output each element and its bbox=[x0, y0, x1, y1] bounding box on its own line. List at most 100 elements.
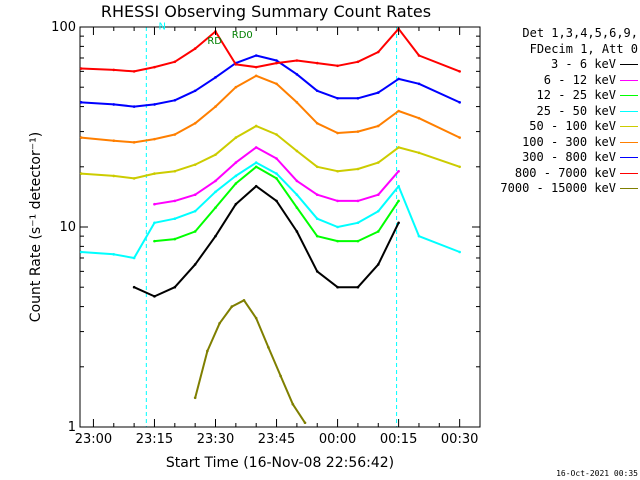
data-point bbox=[173, 99, 177, 102]
footer-timestamp: 16-Oct-2021 00:35 bbox=[556, 469, 638, 478]
legend-entry-label: 3 - 6 keV bbox=[550, 57, 616, 71]
legend-entry-label: 25 - 50 keV bbox=[536, 103, 616, 118]
legend-entry: 25 - 50 keV bbox=[480, 104, 638, 120]
data-point bbox=[254, 316, 258, 320]
x-tick-label: 23:15 bbox=[136, 432, 173, 447]
data-point bbox=[315, 217, 319, 221]
data-point bbox=[356, 239, 360, 243]
data-point bbox=[397, 109, 400, 113]
data-point bbox=[79, 67, 83, 70]
legend-entry-label: 100 - 300 keV bbox=[522, 134, 616, 149]
data-point bbox=[295, 101, 299, 104]
data-point bbox=[356, 167, 360, 171]
data-point bbox=[132, 177, 136, 180]
data-point bbox=[315, 89, 319, 93]
data-point bbox=[417, 234, 421, 238]
data-point bbox=[254, 54, 258, 57]
legend-swatch bbox=[620, 64, 638, 66]
legend-swatch bbox=[620, 141, 638, 143]
data-point bbox=[336, 199, 339, 203]
legend-header-line: FDecim 1, Att 0 bbox=[529, 41, 638, 56]
data-point bbox=[234, 161, 238, 164]
data-point bbox=[234, 63, 238, 66]
legend-header-line: Det 1,3,4,5,6,9, bbox=[522, 26, 638, 40]
data-point bbox=[417, 54, 421, 57]
data-point bbox=[356, 97, 360, 100]
data-point bbox=[295, 59, 299, 62]
legend-swatch bbox=[620, 126, 638, 128]
data-point bbox=[275, 157, 278, 160]
y-axis: 1 10 100 bbox=[51, 20, 480, 435]
series-line bbox=[154, 146, 400, 206]
data-point bbox=[234, 136, 238, 139]
legend-swatch bbox=[620, 188, 638, 190]
data-point bbox=[234, 85, 238, 89]
data-point bbox=[132, 285, 136, 289]
data-point bbox=[206, 349, 209, 353]
data-point bbox=[153, 65, 156, 69]
data-point bbox=[295, 73, 299, 76]
x-tick-label: 23:00 bbox=[75, 432, 112, 447]
data-point bbox=[173, 237, 177, 241]
data-point bbox=[153, 137, 156, 141]
annotation-label: RD0 bbox=[232, 30, 253, 41]
data-point bbox=[173, 133, 177, 136]
data-point bbox=[303, 421, 307, 425]
data-point bbox=[376, 50, 380, 54]
data-point bbox=[397, 77, 400, 81]
data-point bbox=[417, 82, 421, 86]
data-point bbox=[234, 202, 238, 206]
data-point bbox=[254, 165, 258, 169]
data-point bbox=[295, 149, 299, 153]
data-point bbox=[356, 285, 360, 289]
data-point bbox=[254, 184, 258, 188]
series-line bbox=[81, 27, 461, 73]
data-point bbox=[153, 103, 156, 106]
series-layer bbox=[79, 27, 461, 425]
data-point bbox=[279, 374, 282, 378]
legend-entry-label: 50 - 100 keV bbox=[529, 119, 616, 133]
data-point bbox=[234, 182, 238, 185]
data-point bbox=[376, 161, 380, 164]
series-line bbox=[194, 299, 306, 424]
data-point bbox=[376, 193, 380, 197]
data-point bbox=[214, 76, 217, 79]
data-point bbox=[336, 285, 339, 289]
annotation-label: N bbox=[159, 22, 166, 33]
data-point bbox=[295, 193, 299, 197]
data-point bbox=[315, 270, 319, 273]
data-point bbox=[254, 65, 258, 69]
data-point bbox=[458, 250, 461, 254]
data-point bbox=[153, 221, 156, 225]
data-point bbox=[254, 124, 258, 128]
data-point bbox=[153, 239, 156, 243]
series-line bbox=[81, 74, 461, 144]
data-point bbox=[356, 199, 360, 203]
data-point bbox=[79, 101, 83, 104]
data-point bbox=[295, 230, 299, 233]
data-point bbox=[356, 130, 360, 133]
data-point bbox=[376, 91, 380, 94]
data-point bbox=[214, 206, 217, 209]
y-tick-label: 10 bbox=[59, 220, 76, 235]
legend-swatch bbox=[620, 157, 638, 159]
data-point bbox=[193, 209, 197, 213]
y-tick-label: 100 bbox=[51, 20, 76, 35]
data-point bbox=[112, 139, 116, 143]
data-point bbox=[376, 230, 380, 233]
data-point bbox=[193, 193, 197, 197]
annotation-layer: N RD RD0 bbox=[159, 22, 253, 48]
data-point bbox=[417, 116, 421, 120]
x-tick-label: 00:15 bbox=[380, 432, 417, 447]
data-point bbox=[112, 103, 116, 106]
data-point bbox=[193, 163, 197, 166]
data-point bbox=[275, 61, 278, 65]
data-point bbox=[275, 133, 278, 136]
data-point bbox=[153, 295, 156, 298]
night-interval-layer bbox=[145, 27, 398, 427]
series-line bbox=[81, 54, 461, 108]
x-tick-label: 00:30 bbox=[441, 432, 478, 447]
legend-swatch bbox=[620, 110, 638, 112]
legend-entry-label: 300 - 800 keV bbox=[522, 150, 616, 164]
data-point bbox=[132, 105, 136, 108]
